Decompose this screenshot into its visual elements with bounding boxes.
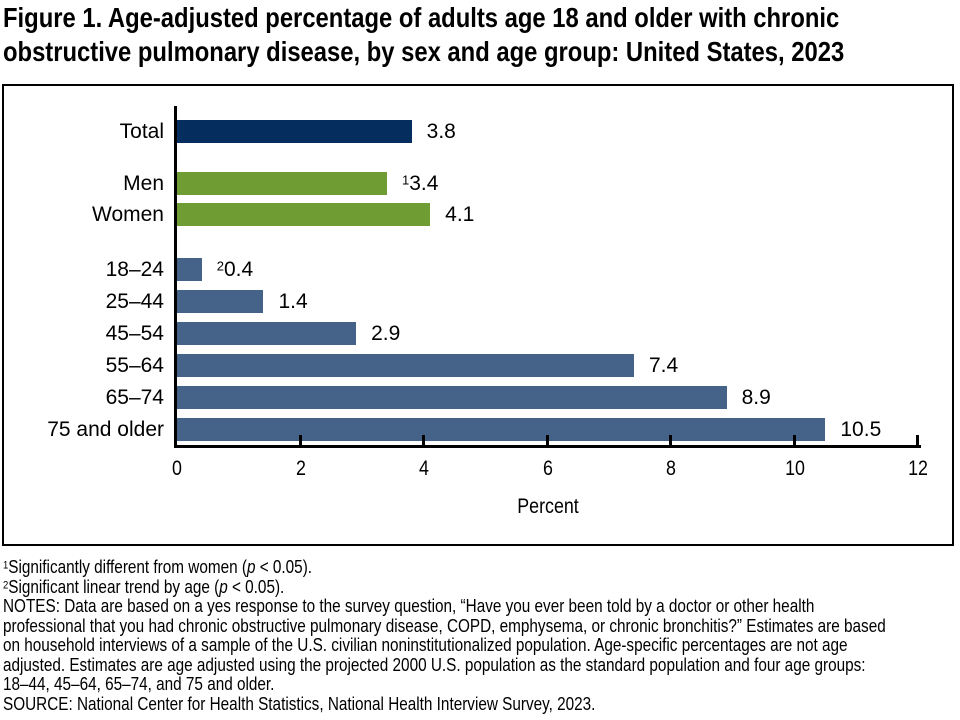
category-label-men: Men [123,172,164,195]
value-label-45-54: 2.9 [371,322,401,345]
bar-18-24 [177,258,202,281]
value-label-men: 13.4 [401,172,439,195]
bar-65-74 [177,386,727,409]
footnote-1-text: Significantly different from women ( [8,557,247,577]
x-axis-tick-label-12: 12 [908,457,928,480]
x-axis-tick-label-2: 2 [295,457,306,480]
category-label-55-64: 55–64 [105,354,164,377]
notes-line-3: on household interviews of a sample of t… [3,635,848,655]
x-axis-tick-label-4: 4 [419,457,429,480]
footnote-2-superscript: 2 [3,578,9,591]
x-axis-tick-12 [916,435,919,445]
bar-25-44 [177,290,264,313]
figure-title-line2: obstructive pulmonary disease, by sex an… [3,36,845,67]
figure-title: Figure 1. Age-adjusted percentage of adu… [3,1,960,69]
footnotes: 1Significantly different from women (p <… [3,557,960,714]
x-axis-tick-2 [298,435,302,445]
category-label-women: Women [92,203,164,226]
category-label-total: Total [119,120,164,143]
footnote-1-text-end: < 0.05). [255,557,313,577]
value-label-65-74: 8.9 [741,386,771,409]
category-label-18-24: 18–24 [105,258,164,281]
x-axis-tick-10 [792,435,796,445]
footnote-2-text-end: < 0.05). [227,576,285,597]
x-axis-tick-8 [669,435,672,445]
bar-75-and-older [177,418,826,441]
x-axis-tick-6 [545,435,549,445]
footnote-1: 1Significantly different from women (p <… [3,557,960,578]
notes-line-5: 18–44, 45–64, 65–74, and 75 and older. [3,674,275,694]
y-axis-line [174,106,177,448]
notes-line-2: professional that you had chronic obstru… [3,615,886,636]
x-axis-tick-4 [422,435,425,445]
chart-panel: Total 3.8 Men 13.4 Women 4.1 18–24 20.4 25–44 1.4… [2,84,954,546]
category-label-45-54: 45–54 [105,322,164,345]
value-label-women: 4.1 [445,203,475,226]
x-axis-tick-label-0: 0 [172,457,182,480]
value-label-75-and-older: 10.5 [840,418,882,441]
x-axis-tick-label-10: 10 [784,457,805,480]
footnote-1-superscript: 1 [3,559,9,572]
category-label-75-and-older: 75 and older [47,418,164,441]
notes-text: NOTES: Data are based on a yes response … [3,596,960,695]
source-text: SOURCE: National Center for Health Stati… [3,693,596,714]
significance-superscript: 1 [401,172,410,188]
value-label-total: 3.8 [426,120,456,143]
bar-55-64 [177,354,634,377]
notes-line-4: adjusted. Estimates are age adjusted usi… [3,654,866,675]
category-label-65-74: 65–74 [105,386,164,409]
value-label-25-44: 1.4 [278,290,308,313]
bar-men [177,172,387,195]
x-axis-label: Percent [516,495,579,518]
bar-chart-plot: Total 3.8 Men 13.4 Women 4.1 18–24 20.4 25–44 1.4… [4,86,952,544]
x-axis-line [174,445,921,448]
footnote-2-pvalue: p [219,576,228,597]
footnote-1-pvalue: p [246,557,256,577]
x-axis-tick-label-6: 6 [542,457,553,480]
value-label-55-64: 7.4 [648,354,679,377]
footnote-2-text: Significant linear trend by age ( [8,576,220,597]
bar-total [177,120,412,143]
category-label-25-44: 25–44 [105,290,164,313]
bar-women [177,203,431,226]
value-label-18-24: 20.4 [216,258,254,281]
figure-title-line1: Figure 1. Age-adjusted percentage of adu… [3,2,840,33]
footnote-2: 2Significant linear trend by age (p < 0.… [3,576,960,598]
bar-45-54 [177,322,357,345]
notes-line-1: NOTES: Data are based on a yes response … [3,596,815,616]
x-axis-tick-label-8: 8 [666,457,676,480]
significance-superscript: 2 [216,258,224,274]
